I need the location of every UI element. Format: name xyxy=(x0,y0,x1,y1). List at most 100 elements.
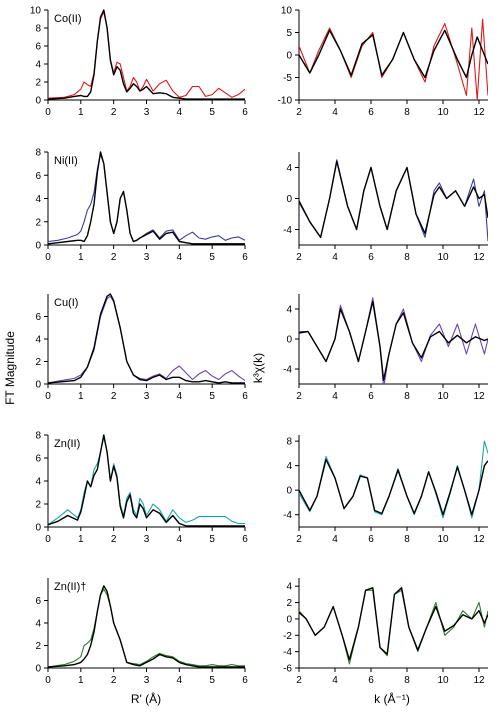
cu-i-exafs-x-tick-label: 8 xyxy=(404,391,410,402)
zn-ii-ft-y-tick-label: 0 xyxy=(35,664,41,675)
zn-ii-exafs-x-tick-label: 12 xyxy=(473,534,485,545)
co-ii-exafs-y-tick-label: 10 xyxy=(281,6,293,17)
zn-ii-ft-x-tick-label: 1 xyxy=(78,534,84,545)
ni-ii-ft-y-tick-label: 4 xyxy=(35,194,41,205)
ni-ii-exafs-y-tick-label: 4 xyxy=(286,163,292,174)
zn-ii-exafs-x-tick-label: 12 xyxy=(473,675,485,686)
ni-ii-ft-data-line xyxy=(48,153,245,243)
zn-ii-ft-y-tick-label: 2 xyxy=(35,500,41,511)
ni-ii-ft-fit-line xyxy=(48,151,245,245)
cu-i-ft-y-tick-label: 6 xyxy=(35,312,41,323)
zn-ii-ft-sample-label: Zn(II) xyxy=(54,438,80,450)
zn-ii-exafs-x-tick-label: 4 xyxy=(332,675,338,686)
ni-ii-exafs-y-tick-label: 0 xyxy=(286,194,292,205)
co-ii-exafs-data-line xyxy=(299,18,488,100)
cu-i-exafs-x-tick-label: 12 xyxy=(473,391,485,402)
ni-ii-ft-x-tick-label: 6 xyxy=(242,252,248,263)
zn-ii-ft-y-tick-label: 6 xyxy=(35,454,41,465)
cu-i-ft-y-tick-label: 4 xyxy=(35,335,41,346)
ni-ii-exafs-x-tick-label: 10 xyxy=(437,252,449,263)
co-ii-exafs-x-tick-label: 2 xyxy=(296,107,302,118)
cu-i-exafs-x-tick-label: 6 xyxy=(368,391,374,402)
co-ii-exafs-x-tick-label: 8 xyxy=(404,107,410,118)
zn-ii-exafs-panel: 2 4 6 8 10 12 -6 -4 -2 0 2 4 xyxy=(283,578,488,686)
cu-i-exafs-y-tick-label: 0 xyxy=(286,335,292,346)
co-ii-ft-y-tick-label: 4 xyxy=(35,60,41,71)
co-ii-ft-x-tick-label: 4 xyxy=(177,107,183,118)
zn-ii-ft-x-tick-label: 6 xyxy=(242,675,248,686)
zn-ii-ft-x-tick-label: 5 xyxy=(209,675,215,686)
zn-ii-exafs-y-tick-label: -4 xyxy=(283,647,292,658)
co-ii-exafs-x-tick-label: 6 xyxy=(368,107,374,118)
co-ii-ft-y-tick-label: 8 xyxy=(35,24,41,35)
co-ii-ft-x-tick-label: 3 xyxy=(144,107,150,118)
cu-i-ft-fit-line xyxy=(48,293,245,384)
cu-i-exafs-data-line xyxy=(299,297,488,384)
ni-ii-exafs-panel: 2 4 6 8 10 12 -4 0 4 xyxy=(283,152,488,263)
zn-ii-ft-y-tick-label: 0 xyxy=(35,523,41,534)
cu-i-exafs-y-tick-label: 4 xyxy=(286,305,292,316)
cu-i-ft-y-tick-label: 0 xyxy=(35,380,41,391)
cu-i-ft-panel: 0 1 2 3 4 5 6 0 2 4 6 Cu(I) xyxy=(35,293,248,402)
co-ii-exafs-x-tick-label: 10 xyxy=(437,107,449,118)
co-ii-ft-data-line xyxy=(48,11,245,99)
zn-ii-exafs-x-tick-label: 6 xyxy=(368,534,374,545)
zn-ii-ft-y-tick-label: 8 xyxy=(35,431,41,442)
zn-ii-ft-x-tick-label: 1 xyxy=(78,675,84,686)
zn-ii-exafs-y-tick-label: 4 xyxy=(286,582,292,593)
ni-ii-exafs-y-tick-label: -4 xyxy=(283,225,292,236)
co-ii-exafs-x-tick-label: 4 xyxy=(332,107,338,118)
ni-ii-ft-y-tick-label: 0 xyxy=(35,241,41,252)
zn-ii-exafs-y-tick-label: -2 xyxy=(283,631,292,642)
zn-ii-ft-x-tick-label: 3 xyxy=(144,675,150,686)
cu-i-ft-x-tick-label: 1 xyxy=(78,391,84,402)
cu-i-ft-x-tick-label: 0 xyxy=(45,391,51,402)
ni-ii-ft-x-tick-label: 1 xyxy=(78,252,84,263)
ni-ii-exafs-x-tick-label: 6 xyxy=(368,252,374,263)
zn-ii-ft-x-tick-label: 3 xyxy=(144,534,150,545)
ni-ii-ft-y-tick-label: 6 xyxy=(35,171,41,182)
co-ii-ft-fit-line xyxy=(48,9,245,100)
zn-ii-exafs-data-line xyxy=(299,440,488,519)
co-ii-exafs-y-tick-label: -10 xyxy=(278,96,293,107)
co-ii-exafs-y-tick-label: 5 xyxy=(286,28,292,39)
ni-ii-ft-y-tick-label: 8 xyxy=(35,148,41,159)
ni-ii-exafs-x-tick-label: 2 xyxy=(296,252,302,263)
cu-i-exafs-x-tick-label: 4 xyxy=(332,391,338,402)
ni-ii-ft-x-tick-label: 2 xyxy=(111,252,117,263)
zn-ii-ft-y-tick-label: 4 xyxy=(35,619,41,630)
zn-ii-exafs-panel: 2 4 6 8 10 12 -4 0 4 8 xyxy=(283,435,488,545)
cu-i-ft-x-tick-label: 4 xyxy=(177,391,183,402)
y-axis-label-left: FT Magnitude xyxy=(3,331,17,405)
zn-ii-ft-x-tick-label: 4 xyxy=(177,534,183,545)
zn-ii-ft-x-tick-label: 0 xyxy=(45,534,51,545)
zn-ii-exafs-y-tick-label: 2 xyxy=(286,598,292,609)
cu-i-exafs-y-tick-label: -4 xyxy=(283,365,292,376)
zn-ii-exafs-y-tick-label: 4 xyxy=(286,461,292,472)
ni-ii-ft-x-tick-label: 0 xyxy=(45,252,51,263)
co-ii-ft-x-tick-label: 5 xyxy=(209,107,215,118)
cu-i-ft-y-tick-label: 2 xyxy=(35,357,41,368)
zn-ii-exafs-x-tick-label: 4 xyxy=(332,534,338,545)
zn-ii-ft-y-tick-label: 4 xyxy=(35,477,41,488)
cu-i-ft-data-line xyxy=(48,295,245,384)
zn-ii-ft-x-tick-label: 6 xyxy=(242,534,248,545)
co-ii-ft-x-tick-label: 2 xyxy=(111,107,117,118)
zn-ii-exafs-x-tick-label: 2 xyxy=(296,675,302,686)
co-ii-ft-y-tick-label: 6 xyxy=(35,42,41,53)
co-ii-ft-panel: 0 1 2 3 4 5 6 0 2 4 6 8 10 Co(II) xyxy=(30,6,248,119)
co-ii-ft-x-tick-label: 6 xyxy=(242,107,248,118)
cu-i-ft-sample-label: Cu(I) xyxy=(54,297,78,309)
zn-ii-exafs-y-tick-label: 0 xyxy=(286,486,292,497)
ni-ii-ft-panel: 0 1 2 3 4 5 6 0 2 4 6 8 Ni(II) xyxy=(35,148,248,264)
cu-i-exafs-x-tick-label: 10 xyxy=(437,391,449,402)
ni-ii-ft-x-tick-label: 5 xyxy=(209,252,215,263)
zn-ii-ft-data-line xyxy=(48,436,245,526)
y-axis-label-right: k³χ(k) xyxy=(251,353,265,383)
co-ii-exafs-y-tick-label: 0 xyxy=(286,51,292,62)
zn-ii-exafs-x-tick-label: 6 xyxy=(368,675,374,686)
ni-ii-ft-sample-label: Ni(II) xyxy=(54,155,78,167)
cu-i-ft-x-tick-label: 3 xyxy=(144,391,150,402)
co-ii-ft-sample-label: Co(II) xyxy=(54,13,82,25)
